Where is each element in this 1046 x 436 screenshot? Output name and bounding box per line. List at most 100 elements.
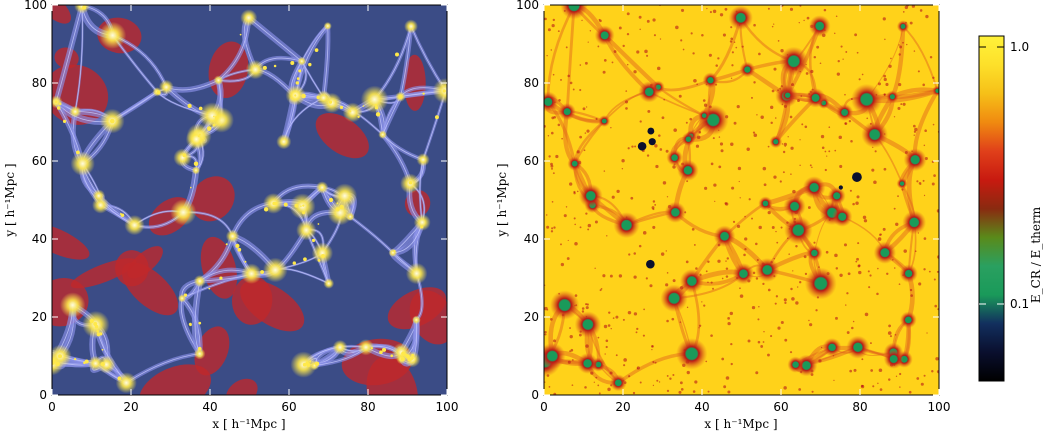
cr-speckle xyxy=(599,289,602,292)
cr-speckle xyxy=(635,331,638,334)
cr-speckle xyxy=(898,53,901,56)
left-panel: 0 20 40 60 80 100 0 20 40 60 80 100 x [ h⁻¹Mpc ] y … xyxy=(3,0,458,431)
cr-speckle xyxy=(712,287,714,290)
cr-speckle xyxy=(555,154,559,159)
y-tick-label: 100 xyxy=(24,0,47,12)
cr-speckle xyxy=(909,21,913,25)
galaxy-point xyxy=(101,348,104,351)
cr-speckle xyxy=(933,174,936,177)
cr-speckle xyxy=(733,41,736,43)
cr-speckle xyxy=(736,224,741,228)
cluster-node xyxy=(70,151,95,176)
cr-speckle xyxy=(693,243,696,246)
right-panel: 0 20 40 60 80 100 0 20 40 60 80 100 x [ h⁻¹Mpc ] y … xyxy=(495,0,950,431)
cr-speckle xyxy=(763,183,767,187)
galaxy-point xyxy=(420,225,424,229)
cluster-node xyxy=(241,263,262,284)
cr-speckle xyxy=(544,333,547,336)
cr-speckle xyxy=(904,5,909,10)
left-axes: 0 20 40 60 80 100 0 20 40 60 80 100 xyxy=(24,0,458,414)
cr-speckle xyxy=(639,381,642,384)
cr-speckle xyxy=(898,44,900,46)
cr-speckle xyxy=(889,335,893,338)
cr-speckle xyxy=(630,196,634,200)
galaxy-point xyxy=(374,105,379,110)
cr-speckle xyxy=(615,315,619,319)
cr-speckle xyxy=(813,55,817,59)
cr-speckle xyxy=(719,142,724,146)
cluster-node xyxy=(411,315,421,325)
cr-halo xyxy=(806,244,823,262)
cr-speckle xyxy=(784,145,786,148)
cr-speckle xyxy=(762,282,765,285)
galaxy-point xyxy=(197,346,202,351)
cr-halo xyxy=(836,103,854,121)
cr-speckle xyxy=(654,144,658,148)
cr-speckle xyxy=(587,228,590,231)
cr-speckle xyxy=(893,207,896,210)
cr-speckle xyxy=(798,388,802,391)
cr-speckle xyxy=(626,32,630,36)
cr-speckle xyxy=(756,114,758,116)
cluster-node xyxy=(87,355,104,372)
galaxy-point xyxy=(97,332,100,336)
cr-speckle xyxy=(920,382,924,386)
cr-speckle xyxy=(936,370,939,374)
cr-halo xyxy=(578,183,603,208)
cr-speckle xyxy=(835,15,838,18)
cr-speckle xyxy=(625,107,628,110)
cr-speckle xyxy=(655,164,659,169)
cr-speckle xyxy=(847,272,851,276)
cr-speckle xyxy=(550,230,554,233)
cr-speckle xyxy=(826,155,828,157)
cr-speckle xyxy=(561,137,563,140)
cr-halo xyxy=(613,212,640,239)
cr-speckle xyxy=(611,61,614,64)
cr-speckle xyxy=(730,26,733,29)
cr-speckle xyxy=(544,306,548,311)
cr-speckle xyxy=(581,19,583,22)
cr-speckle xyxy=(634,145,637,148)
cr-speckle xyxy=(598,392,601,395)
cr-speckle xyxy=(803,19,805,22)
cr-speckle xyxy=(777,40,780,42)
cr-speckle xyxy=(888,324,891,328)
galaxy-point xyxy=(121,214,124,217)
cr-speckle xyxy=(936,209,939,213)
cr-speckle xyxy=(931,182,935,186)
cr-halo xyxy=(544,91,559,113)
cr-speckle xyxy=(874,150,877,153)
cr-speckle xyxy=(792,189,796,194)
cr-speckle xyxy=(755,277,759,280)
cr-speckle xyxy=(867,270,870,273)
cr-speckle xyxy=(828,150,831,153)
cr-speckle xyxy=(791,297,795,301)
cr-speckle xyxy=(821,146,825,150)
galaxy-point xyxy=(300,205,302,208)
cr-speckle xyxy=(848,120,852,123)
cr-speckle xyxy=(923,268,926,271)
cr-speckle xyxy=(906,43,908,46)
cr-speckle xyxy=(850,139,853,143)
cr-speckle xyxy=(643,308,645,311)
cluster-node xyxy=(342,102,363,123)
cr-speckle xyxy=(649,284,653,288)
cr-speckle xyxy=(909,288,913,292)
cr-halo xyxy=(903,148,927,172)
cr-speckle xyxy=(553,226,556,229)
cr-speckle xyxy=(883,74,887,78)
cr-speckle xyxy=(883,93,886,96)
cluster-node xyxy=(332,339,348,355)
cr-speckle xyxy=(544,330,547,334)
cr-speckle xyxy=(809,323,813,327)
cr-speckle xyxy=(595,376,598,379)
filament-core xyxy=(55,5,83,102)
cr-halo xyxy=(698,109,711,122)
galaxy-point xyxy=(314,361,320,366)
cr-speckle xyxy=(833,379,835,381)
cr-speckle xyxy=(625,90,628,92)
cr-speckle xyxy=(894,333,897,336)
cr-speckle xyxy=(713,183,717,187)
cluster-node xyxy=(315,181,329,194)
